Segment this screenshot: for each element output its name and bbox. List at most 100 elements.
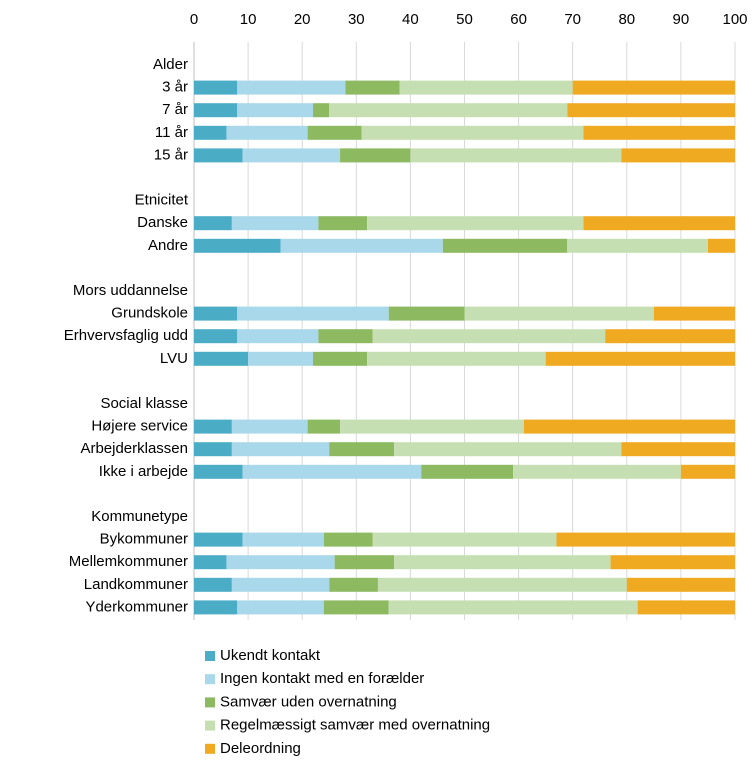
bar-segment — [313, 351, 368, 366]
bar-segment — [194, 80, 238, 95]
bar-segment — [524, 419, 735, 434]
bar-segment — [237, 329, 319, 344]
bar-segment — [194, 148, 243, 163]
bar-segment — [329, 577, 378, 592]
bar-segment — [194, 419, 232, 434]
legend-swatch — [205, 743, 215, 754]
bar-segment — [242, 464, 422, 479]
x-tick-label: 20 — [294, 11, 311, 28]
bar-segment — [442, 238, 568, 253]
bar-segment — [367, 216, 584, 231]
bar-segment — [464, 306, 654, 321]
y-tick-label: Landkommuner — [84, 576, 188, 593]
y-tick-label: Andre — [148, 237, 188, 254]
bar-segment — [323, 600, 389, 615]
y-tick-label: Højere service — [91, 418, 188, 435]
bar-segment — [388, 600, 638, 615]
y-tick-label: Mellemkommuner — [69, 553, 188, 570]
bar-segment — [421, 464, 514, 479]
bar-segment — [318, 216, 368, 231]
y-tick-label: Kommunetype — [91, 508, 188, 525]
bar-segment — [410, 148, 622, 163]
x-tick-label: 90 — [673, 11, 690, 28]
bar-segment — [372, 532, 557, 547]
y-tick-label: 7 år — [162, 101, 188, 118]
bar-segment — [361, 125, 584, 140]
y-tick-label: Grundskole — [111, 305, 188, 322]
bar-segment — [394, 555, 611, 570]
bar-segment — [637, 600, 735, 615]
bar-segment — [707, 238, 735, 253]
bar-segment — [237, 80, 346, 95]
y-tick-label: Erhvervsfaglig udd — [64, 327, 188, 344]
bar-segment — [194, 216, 232, 231]
x-tick-label: 0 — [190, 11, 198, 28]
bar-segment — [605, 329, 735, 344]
bar-segment — [399, 80, 573, 95]
x-tick-label: 10 — [240, 11, 257, 28]
bar-segment — [237, 306, 389, 321]
bar-segment — [237, 103, 314, 118]
bar-segment — [680, 464, 735, 479]
legend-swatch — [205, 651, 215, 661]
bar-segment — [307, 125, 362, 140]
bar-segment — [610, 555, 735, 570]
bar-segment — [226, 555, 335, 570]
bar-segment — [513, 464, 681, 479]
bar-segment — [248, 351, 314, 366]
bar-segment — [583, 216, 735, 231]
bar-segment — [345, 80, 400, 95]
bar-segment — [545, 351, 735, 366]
bar-segment — [231, 419, 308, 434]
bar-segment — [237, 600, 324, 615]
bar-segment — [329, 442, 395, 457]
legend-label: Ukendt kontakt — [220, 647, 321, 664]
x-tick-label: 100 — [722, 11, 747, 28]
legend-swatch — [205, 674, 215, 685]
y-tick-label: 11 år — [155, 124, 188, 141]
bar-segment — [231, 216, 319, 231]
y-tick-label: Arbejderklassen — [80, 440, 188, 457]
y-tick-label: Social klasse — [100, 395, 188, 412]
bar-segment — [194, 306, 238, 321]
y-tick-label: Etnicitet — [135, 192, 189, 209]
bar-segment — [194, 555, 227, 570]
bar-segment — [194, 577, 232, 592]
bar-segment — [194, 329, 238, 344]
x-tick-label: 40 — [402, 11, 419, 28]
bar-segment — [583, 125, 735, 140]
y-tick-label: Bykommuner — [100, 531, 188, 548]
bar-segment — [394, 442, 622, 457]
bar-segment — [313, 103, 330, 118]
bar-segment — [621, 442, 735, 457]
legend-label: Deleordning — [220, 740, 301, 757]
bar-segment — [334, 555, 395, 570]
legend-swatch — [205, 720, 215, 731]
bar-segment — [621, 148, 735, 163]
bar-segment — [194, 464, 243, 479]
bar-segment — [567, 103, 735, 118]
y-tick-label: Ikke i arbejde — [99, 463, 188, 480]
x-tick-label: 80 — [618, 11, 635, 28]
y-tick-label: Danske — [137, 214, 188, 231]
bar-segment — [194, 103, 238, 118]
bar-segment — [318, 329, 373, 344]
x-tick-label: 50 — [456, 11, 473, 28]
bar-segment — [377, 577, 627, 592]
bar-segment — [388, 306, 465, 321]
x-tick-label: 70 — [564, 11, 581, 28]
x-tick-label: 30 — [348, 11, 365, 28]
bar-segment — [194, 532, 243, 547]
bar-segment — [307, 419, 341, 434]
x-tick-label: 60 — [510, 11, 527, 28]
legend-label: Samvær uden overnatning — [220, 693, 397, 710]
bar-segment — [242, 532, 324, 547]
bar-segment — [194, 442, 232, 457]
bar-segment — [329, 103, 568, 118]
bar-segment — [626, 577, 735, 592]
y-tick-label: 15 år — [154, 146, 188, 163]
bar-segment — [194, 238, 281, 253]
bar-segment — [323, 532, 373, 547]
bar-segment — [231, 442, 330, 457]
y-tick-label: LVU — [160, 350, 188, 367]
